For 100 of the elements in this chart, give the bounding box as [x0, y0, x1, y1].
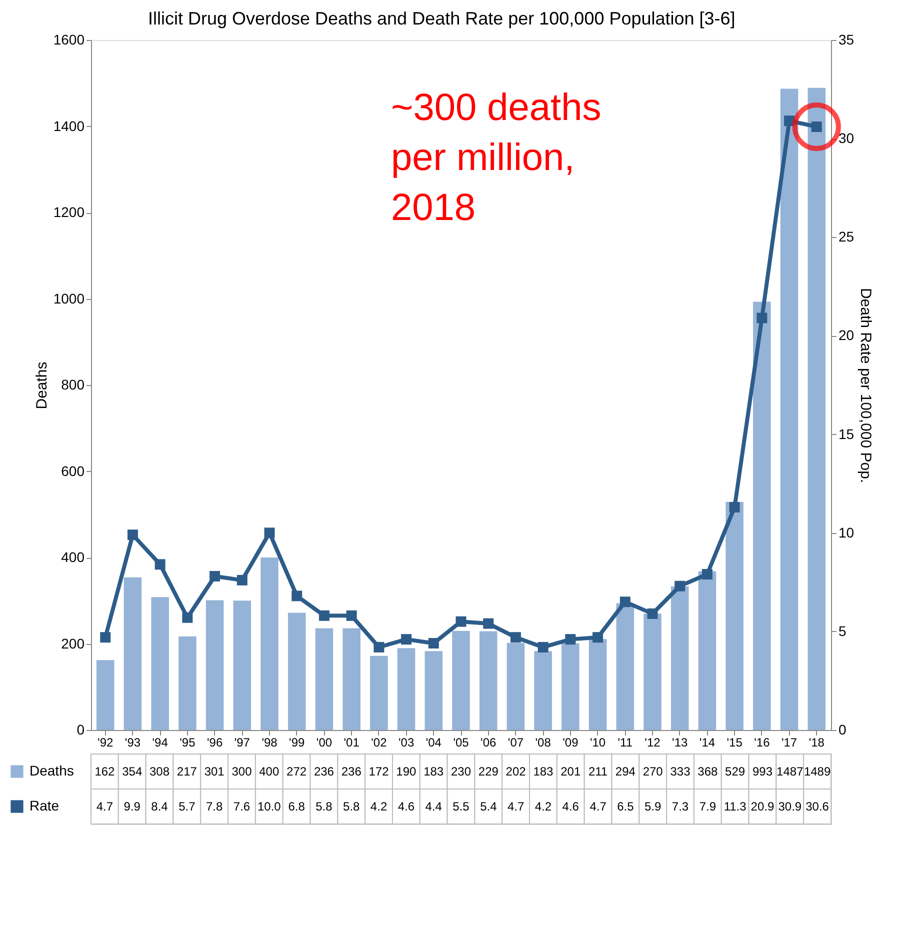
data-label: 333 — [670, 764, 691, 778]
bar — [726, 502, 744, 730]
point — [292, 590, 302, 602]
x-tick-label: '09 — [562, 736, 579, 750]
x-tick-label: '16 — [754, 736, 770, 750]
data-label: 5.4 — [480, 800, 498, 814]
data-label: 5.7 — [178, 800, 196, 814]
point — [647, 608, 658, 619]
data-label: 529 — [725, 764, 746, 778]
data-label: 183 — [533, 764, 554, 778]
data-label: 162 — [94, 764, 116, 778]
data-label: 6.8 — [288, 800, 306, 814]
data-label: 4.4 — [425, 800, 442, 814]
data-label: 294 — [615, 764, 636, 778]
data-label: 300 — [232, 764, 252, 778]
data-label: 201 — [560, 764, 581, 778]
legend-label: Rate — [30, 798, 60, 814]
x-tick-label: '99 — [289, 736, 306, 750]
data-label: 30.9 — [778, 800, 802, 814]
y-axis-title: Deaths — [33, 362, 50, 410]
x-tick-label: '14 — [699, 736, 716, 750]
y2-axis-title: Death Rate per 100,000 Pop. — [857, 288, 874, 484]
data-label: 9.9 — [124, 800, 141, 814]
data-label: 202 — [506, 764, 526, 778]
point — [318, 610, 330, 621]
bar — [288, 612, 306, 730]
bar — [644, 614, 662, 730]
data-label: 30.6 — [806, 800, 830, 814]
x-tick-label: '93 — [124, 736, 141, 750]
y2-tick-label: 0 — [838, 722, 846, 738]
point — [127, 530, 138, 540]
point — [182, 612, 193, 623]
point — [565, 634, 576, 645]
point — [428, 638, 439, 648]
data-label: 229 — [478, 764, 499, 778]
data-label: 5.8 — [343, 800, 360, 814]
chart-title: Illicit Drug Overdose Deaths and Death Rate per 100,000 Population [3-6] — [148, 8, 736, 28]
data-label: 20.9 — [750, 800, 774, 814]
data-label: 5.9 — [644, 800, 662, 814]
data-label: 10.0 — [257, 800, 282, 814]
data-label: 1487 — [776, 764, 804, 778]
data-label: 272 — [286, 764, 307, 778]
data-label: 211 — [588, 764, 608, 778]
data-label: 1489 — [804, 764, 831, 778]
y-tick-label: 1600 — [53, 32, 85, 48]
x-tick-label: '07 — [508, 736, 524, 750]
data-label: 4.7 — [507, 800, 524, 814]
x-tick-label: '05 — [453, 736, 470, 750]
data-label: 190 — [396, 764, 417, 778]
x-tick-label: '08 — [535, 736, 552, 750]
data-label: 400 — [259, 764, 280, 778]
bar — [424, 651, 443, 730]
bar — [562, 643, 580, 730]
data-label: 7.3 — [672, 800, 689, 814]
x-tick-label: '92 — [98, 736, 114, 750]
data-label: 11.3 — [724, 800, 747, 814]
point — [674, 580, 686, 592]
legend-label: Deaths — [30, 762, 74, 778]
x-tick-label: '98 — [262, 736, 278, 750]
x-tick-label: '04 — [426, 736, 442, 750]
bar — [753, 302, 771, 730]
x-tick-label: '17 — [781, 736, 798, 750]
data-label: 8.4 — [151, 800, 168, 814]
point — [456, 616, 466, 627]
point — [401, 634, 412, 645]
y2-tick-label: 35 — [838, 32, 854, 48]
bar — [616, 603, 634, 730]
bar — [124, 577, 142, 730]
y-tick-label: 1400 — [53, 118, 85, 134]
bar — [178, 636, 196, 730]
data-label: 368 — [698, 764, 718, 778]
x-tick-label: '02 — [371, 736, 388, 750]
data-label: 4.7 — [590, 800, 607, 814]
x-tick-label: '97 — [234, 736, 250, 750]
data-label: 301 — [204, 764, 225, 778]
x-tick-label: '06 — [480, 736, 496, 750]
bar — [534, 651, 552, 730]
bar — [506, 642, 525, 730]
x-tick-label: '94 — [152, 736, 168, 750]
data-label: 4.2 — [370, 800, 388, 814]
point — [592, 632, 604, 643]
x-tick-label: '15 — [726, 736, 743, 750]
data-label: 4.6 — [398, 800, 415, 814]
bar — [698, 571, 716, 730]
annotation: ~300 deaths per million, 2018 — [391, 87, 602, 229]
bar — [96, 660, 114, 730]
point — [100, 632, 111, 643]
bar — [397, 648, 416, 730]
point — [210, 570, 220, 582]
y-tick-label: 1000 — [53, 290, 85, 306]
data-label: 217 — [176, 764, 198, 778]
bar — [479, 631, 498, 730]
data-label: 7.6 — [233, 800, 250, 814]
point — [620, 596, 630, 608]
bar — [670, 586, 689, 730]
point — [236, 574, 248, 586]
point — [264, 528, 275, 538]
point — [702, 569, 712, 580]
bar — [206, 600, 224, 730]
data-label: 230 — [450, 764, 472, 778]
